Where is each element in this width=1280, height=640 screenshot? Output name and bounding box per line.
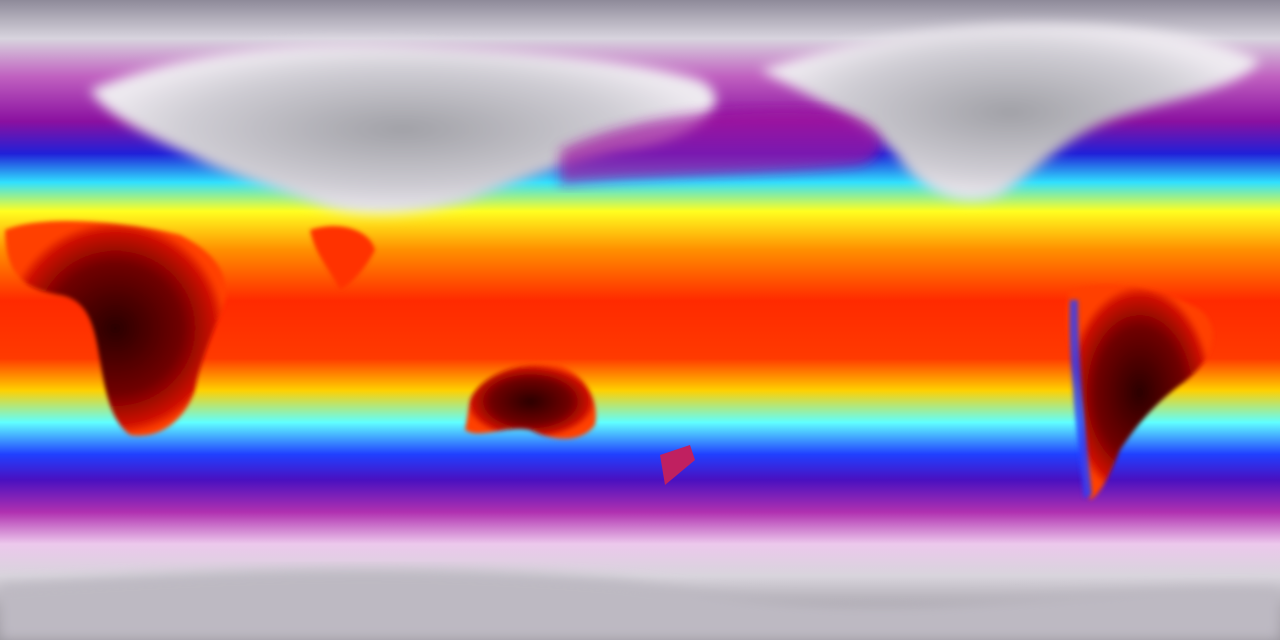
- antarctica-landmass: [0, 568, 1280, 640]
- north-america-landmass: [760, 24, 1260, 201]
- new-zealand-landmass: [660, 445, 695, 485]
- andes-cold-strip: [1069, 300, 1092, 498]
- south-america-landmass: [1066, 285, 1213, 500]
- north-asia-cold-region: [560, 109, 881, 185]
- australia-landmass: [465, 364, 596, 439]
- eurasia-landmass: [90, 44, 716, 215]
- africa-landmass: [5, 220, 226, 436]
- india-landmass: [310, 226, 375, 290]
